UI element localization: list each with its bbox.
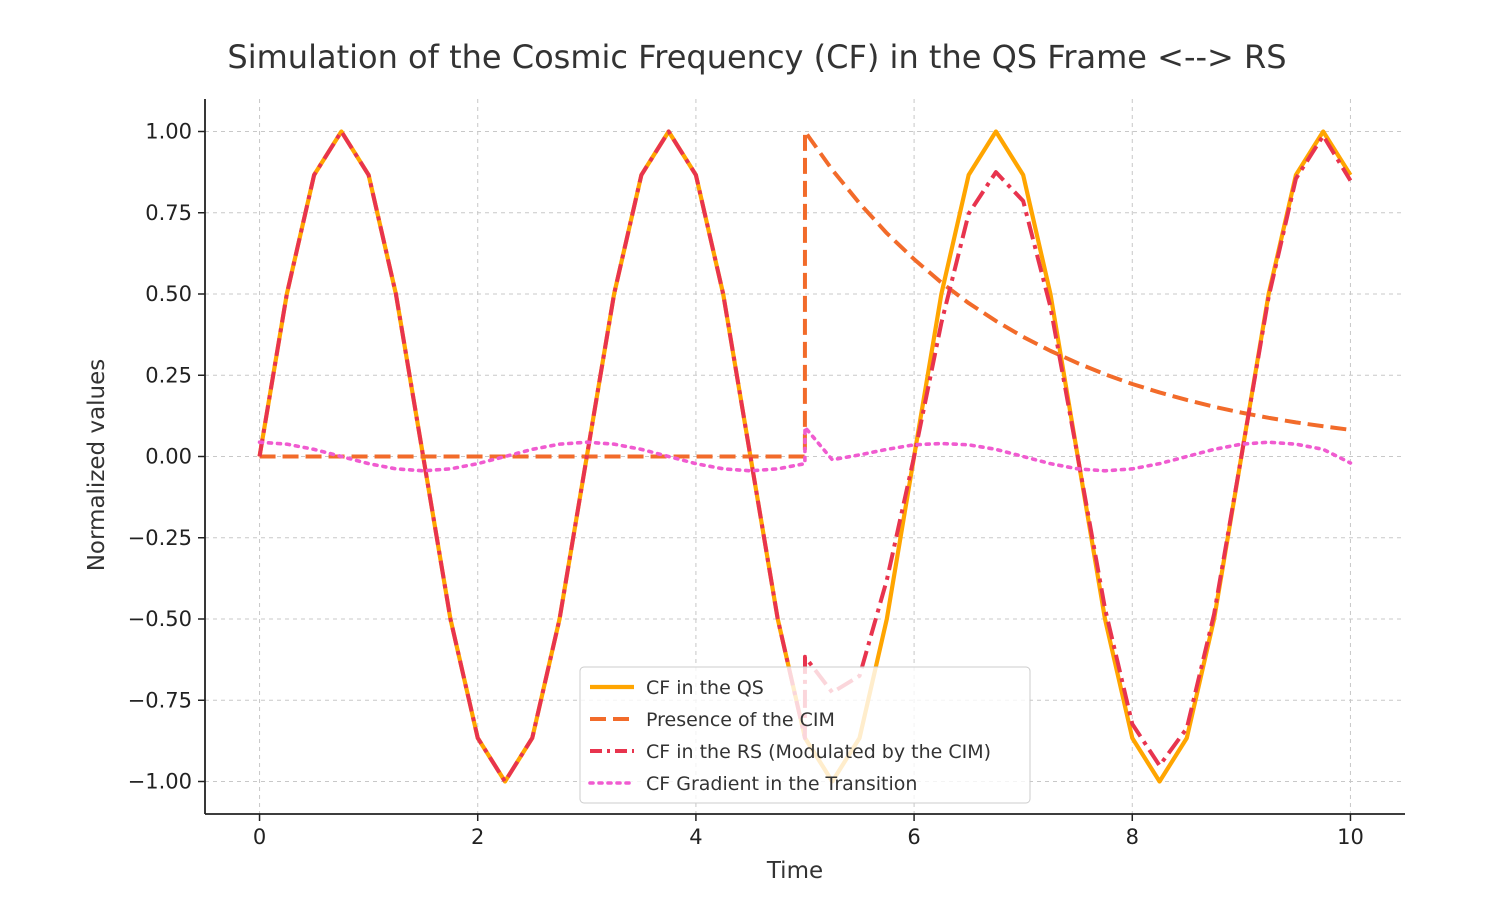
y-tick-label: 0.75 bbox=[145, 201, 192, 225]
y-tick-label: −1.00 bbox=[128, 770, 192, 794]
x-tick-label: 2 bbox=[471, 825, 484, 849]
y-tick-label: 0.00 bbox=[145, 445, 192, 469]
legend-frame bbox=[579, 666, 1031, 804]
legend-label-cf-in-the-qs: CF in the QS bbox=[646, 677, 764, 699]
legend-label-cf-gradient-in-the-transition: CF Gradient in the Transition bbox=[646, 773, 917, 795]
legend: CF in the QS Presence of the CIM CF in the… bbox=[579, 666, 1031, 804]
y-tick-label: 0.25 bbox=[145, 363, 192, 387]
y-tick-label: −0.50 bbox=[128, 607, 192, 631]
y-tick-label: −0.75 bbox=[128, 688, 192, 712]
axes: 0 2 4 6 8 10 1.00 0.75 0.50 0.25 0.00 −0.25 −0.50 −0.… bbox=[128, 99, 1405, 849]
x-tick-label: 10 bbox=[1337, 825, 1364, 849]
y-tick-label: 1.00 bbox=[145, 120, 192, 144]
x-tick-label: 8 bbox=[1126, 825, 1139, 849]
x-axis-label: Time bbox=[766, 858, 823, 884]
legend-label-cf-in-the-rs-modulated-by-the-cim: CF in the RS (Modulated by the CIM) bbox=[646, 741, 991, 763]
series-line-cf-gradient-in-the-transition bbox=[257, 425, 1353, 473]
chart-title: Simulation of the Cosmic Frequency (CF) … bbox=[227, 38, 1286, 76]
y-tick-label: −0.25 bbox=[128, 526, 192, 550]
legend-label-presence-of-the-cim: Presence of the CIM bbox=[646, 709, 835, 731]
x-tick-label: 4 bbox=[689, 825, 702, 849]
y-tick-label: 0.50 bbox=[145, 282, 192, 306]
x-tick-label: 0 bbox=[253, 825, 266, 849]
y-axis-label: Normalized values bbox=[84, 359, 110, 572]
x-tick-label: 6 bbox=[907, 825, 920, 849]
